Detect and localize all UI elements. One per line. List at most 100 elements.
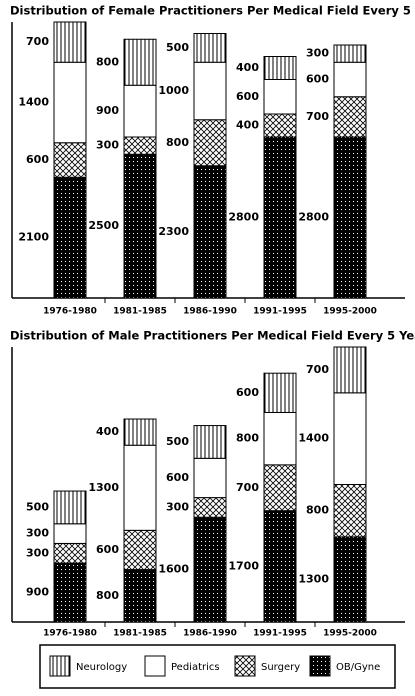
x-tick-label: 1991-1995 [253, 629, 307, 639]
data-label: 2300 [158, 225, 189, 238]
bar-segment [193, 61, 227, 121]
bar-segment [333, 96, 367, 138]
data-label: 700 [306, 363, 329, 376]
bar-segment [193, 516, 227, 623]
data-label: 400 [96, 425, 119, 438]
data-label: 1300 [298, 572, 329, 585]
data-label: 800 [306, 504, 329, 517]
legend-label: OB/Gyne [336, 662, 380, 673]
bar-segment [123, 38, 157, 86]
bar-segment [263, 411, 297, 466]
bar-segment [263, 372, 297, 413]
data-label: 900 [26, 586, 49, 599]
legend-swatch [144, 655, 166, 677]
data-label: 500 [166, 435, 189, 448]
legend-label: Neurology [76, 662, 127, 673]
bar-segment [333, 136, 367, 299]
bar-segment [193, 119, 227, 167]
bar-segment [263, 136, 297, 299]
bar-segment [193, 165, 227, 299]
bar-segment [193, 457, 227, 499]
data-label: 2500 [88, 219, 119, 232]
x-tick-label: 1976-1980 [43, 629, 97, 639]
legend-swatch [309, 655, 331, 677]
x-tick-label: 1986-1990 [183, 629, 237, 639]
bar-segment [53, 490, 87, 525]
bar-segment [193, 33, 227, 63]
data-label: 500 [26, 500, 49, 513]
bar-segment [333, 61, 367, 98]
data-label: 700 [26, 35, 49, 48]
data-label: 400 [236, 61, 259, 74]
x-tick-label: 1995-2000 [323, 307, 377, 317]
bar-segment [53, 142, 87, 178]
data-label: 300 [306, 47, 329, 60]
data-label: 600 [236, 90, 259, 103]
bar-segment [53, 542, 87, 564]
data-label: 600 [236, 386, 259, 399]
data-label: 300 [26, 527, 49, 540]
x-tick-label: 1986-1990 [183, 307, 237, 317]
bar-segment [333, 536, 367, 623]
bar-segment [263, 79, 297, 115]
chart-title: Distribution of Female Practitioners Per… [10, 4, 415, 18]
data-label: 600 [306, 73, 329, 86]
data-label: 600 [166, 471, 189, 484]
legend-swatch [234, 655, 256, 677]
data-label: 2100 [18, 231, 49, 244]
data-label: 1700 [228, 559, 259, 572]
legend-label: Surgery [261, 662, 300, 673]
bar-segment [333, 346, 367, 394]
data-label: 2800 [228, 211, 259, 224]
bar-segment [123, 136, 157, 155]
bar-segment [333, 484, 367, 538]
data-label: 800 [236, 432, 259, 445]
data-label: 1400 [18, 96, 49, 109]
bar-segment [263, 510, 297, 623]
bar-segment [53, 562, 87, 623]
data-label: 300 [26, 546, 49, 559]
bar-segment [123, 569, 157, 623]
data-label: 700 [236, 481, 259, 494]
bar-segment [193, 425, 227, 459]
data-label: 700 [306, 110, 329, 123]
data-label: 800 [96, 55, 119, 68]
data-label: 300 [96, 139, 119, 152]
bar-segment [333, 392, 367, 486]
data-label: 400 [236, 119, 259, 132]
x-tick-label: 1981-1985 [113, 629, 167, 639]
legend-label: Pediatrics [171, 662, 220, 673]
bar-segment [53, 61, 87, 144]
bar-segment [263, 464, 297, 512]
bar-segment [263, 56, 297, 80]
data-label: 600 [26, 153, 49, 166]
bar-segment [53, 21, 87, 63]
bar-segment [53, 176, 87, 299]
data-label: 900 [96, 104, 119, 117]
data-label: 1000 [158, 84, 189, 97]
bar-segment [123, 418, 157, 446]
x-tick-label: 1976-1980 [43, 307, 97, 317]
legend-swatch [49, 655, 71, 677]
x-tick-label: 1995-2000 [323, 629, 377, 639]
legend-box [39, 644, 396, 689]
data-label: 1600 [158, 563, 189, 576]
bar-segment [53, 523, 87, 544]
bar-segment [123, 444, 157, 531]
data-label: 500 [166, 41, 189, 54]
data-label: 2800 [298, 211, 329, 224]
chart-title: Distribution of Male Practitioners Per M… [10, 329, 415, 343]
data-label: 800 [96, 589, 119, 602]
bar-segment [123, 153, 157, 299]
bar-segment [333, 44, 367, 63]
data-label: 1400 [298, 432, 329, 445]
bar-segment [263, 113, 297, 138]
data-label: 300 [166, 500, 189, 513]
x-tick-label: 1981-1985 [113, 307, 167, 317]
data-label: 1300 [88, 481, 119, 494]
x-tick-label: 1991-1995 [253, 307, 307, 317]
bar-segment [123, 529, 157, 571]
data-label: 600 [96, 543, 119, 556]
bar-segment [123, 84, 157, 138]
